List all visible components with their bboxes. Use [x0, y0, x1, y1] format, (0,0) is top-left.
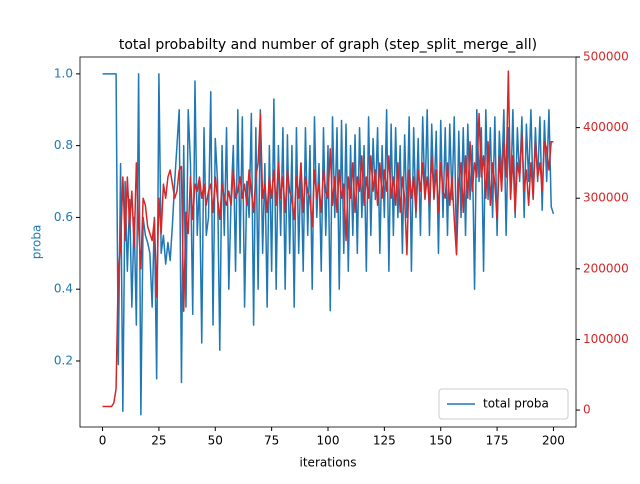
- x-tick-label: 75: [264, 434, 279, 448]
- y-tick-label: 0.6: [54, 210, 73, 224]
- x-axis-label: iterations: [300, 456, 357, 470]
- x-tick-label: 200: [542, 434, 565, 448]
- x-tick-label: 50: [208, 434, 223, 448]
- x-tick-label: 0: [99, 434, 107, 448]
- series-line: [102, 73, 555, 416]
- y-tick-label: 0.8: [54, 138, 73, 152]
- y-tick-label: 0.4: [54, 282, 73, 296]
- legend-box: [438, 388, 569, 420]
- legend-label: total proba: [483, 397, 549, 411]
- y2-tick-label: 500000: [583, 50, 629, 64]
- y-axis-label: proba: [30, 225, 44, 260]
- x-tick-label: 175: [486, 434, 509, 448]
- chart-title: total probabilty and number of graph (st…: [119, 37, 537, 53]
- series-line: [102, 70, 554, 408]
- y-tick-label: 1.0: [54, 66, 73, 80]
- y2-tick-label: 100000: [583, 332, 629, 346]
- x-tick-label: 100: [317, 434, 340, 448]
- y2-tick-label: 400000: [583, 120, 629, 134]
- x-tick-label: 25: [151, 434, 166, 448]
- x-tick-label: 125: [373, 434, 396, 448]
- plot-frame: [79, 56, 577, 428]
- y2-tick-label: 0: [583, 403, 591, 417]
- y-tick-label: 0.2: [54, 353, 73, 367]
- y2-tick-label: 300000: [583, 191, 629, 205]
- y2-tick-label: 200000: [583, 261, 629, 275]
- x-tick-label: 150: [429, 434, 452, 448]
